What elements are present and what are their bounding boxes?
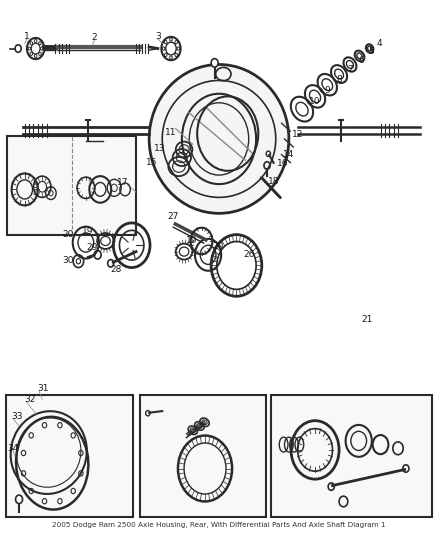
Text: 5: 5 — [368, 47, 374, 56]
Text: 12: 12 — [292, 130, 303, 139]
Text: 8: 8 — [336, 75, 342, 84]
Text: 9: 9 — [325, 85, 330, 94]
Text: 26: 26 — [243, 251, 254, 260]
Text: 18: 18 — [268, 177, 279, 186]
Text: 2: 2 — [92, 34, 97, 43]
Ellipse shape — [149, 64, 289, 213]
Text: 20: 20 — [212, 242, 224, 251]
Text: 29: 29 — [87, 243, 98, 252]
Text: 15: 15 — [145, 158, 157, 167]
Text: 4: 4 — [377, 39, 382, 48]
Text: 3: 3 — [155, 33, 161, 42]
Bar — [6, 395, 133, 518]
Text: 19: 19 — [186, 237, 198, 246]
Text: 11: 11 — [165, 128, 177, 137]
Text: 28: 28 — [111, 265, 122, 274]
Text: 6: 6 — [358, 56, 364, 64]
Text: 21: 21 — [361, 315, 372, 324]
Text: 27: 27 — [167, 212, 179, 221]
Text: 30: 30 — [63, 256, 74, 264]
Bar — [272, 395, 432, 518]
Text: 20: 20 — [63, 230, 74, 239]
Text: 31: 31 — [38, 384, 49, 393]
Text: 33: 33 — [11, 412, 23, 421]
Text: 14: 14 — [283, 150, 294, 159]
Text: 17: 17 — [117, 178, 129, 187]
Text: 7: 7 — [347, 66, 353, 74]
Text: 2005 Dodge Ram 2500 Axle Housing, Rear, With Differential Parts And Axle Shaft D: 2005 Dodge Ram 2500 Axle Housing, Rear, … — [52, 522, 386, 528]
Text: 34: 34 — [7, 444, 18, 453]
Bar — [7, 136, 136, 235]
Text: 1: 1 — [24, 33, 30, 42]
Text: 10: 10 — [309, 97, 321, 106]
Bar — [140, 395, 266, 518]
Text: 13: 13 — [154, 144, 166, 153]
Circle shape — [211, 59, 218, 67]
Text: 19: 19 — [82, 228, 94, 237]
Text: 32: 32 — [25, 395, 36, 404]
Text: 16: 16 — [276, 159, 288, 168]
